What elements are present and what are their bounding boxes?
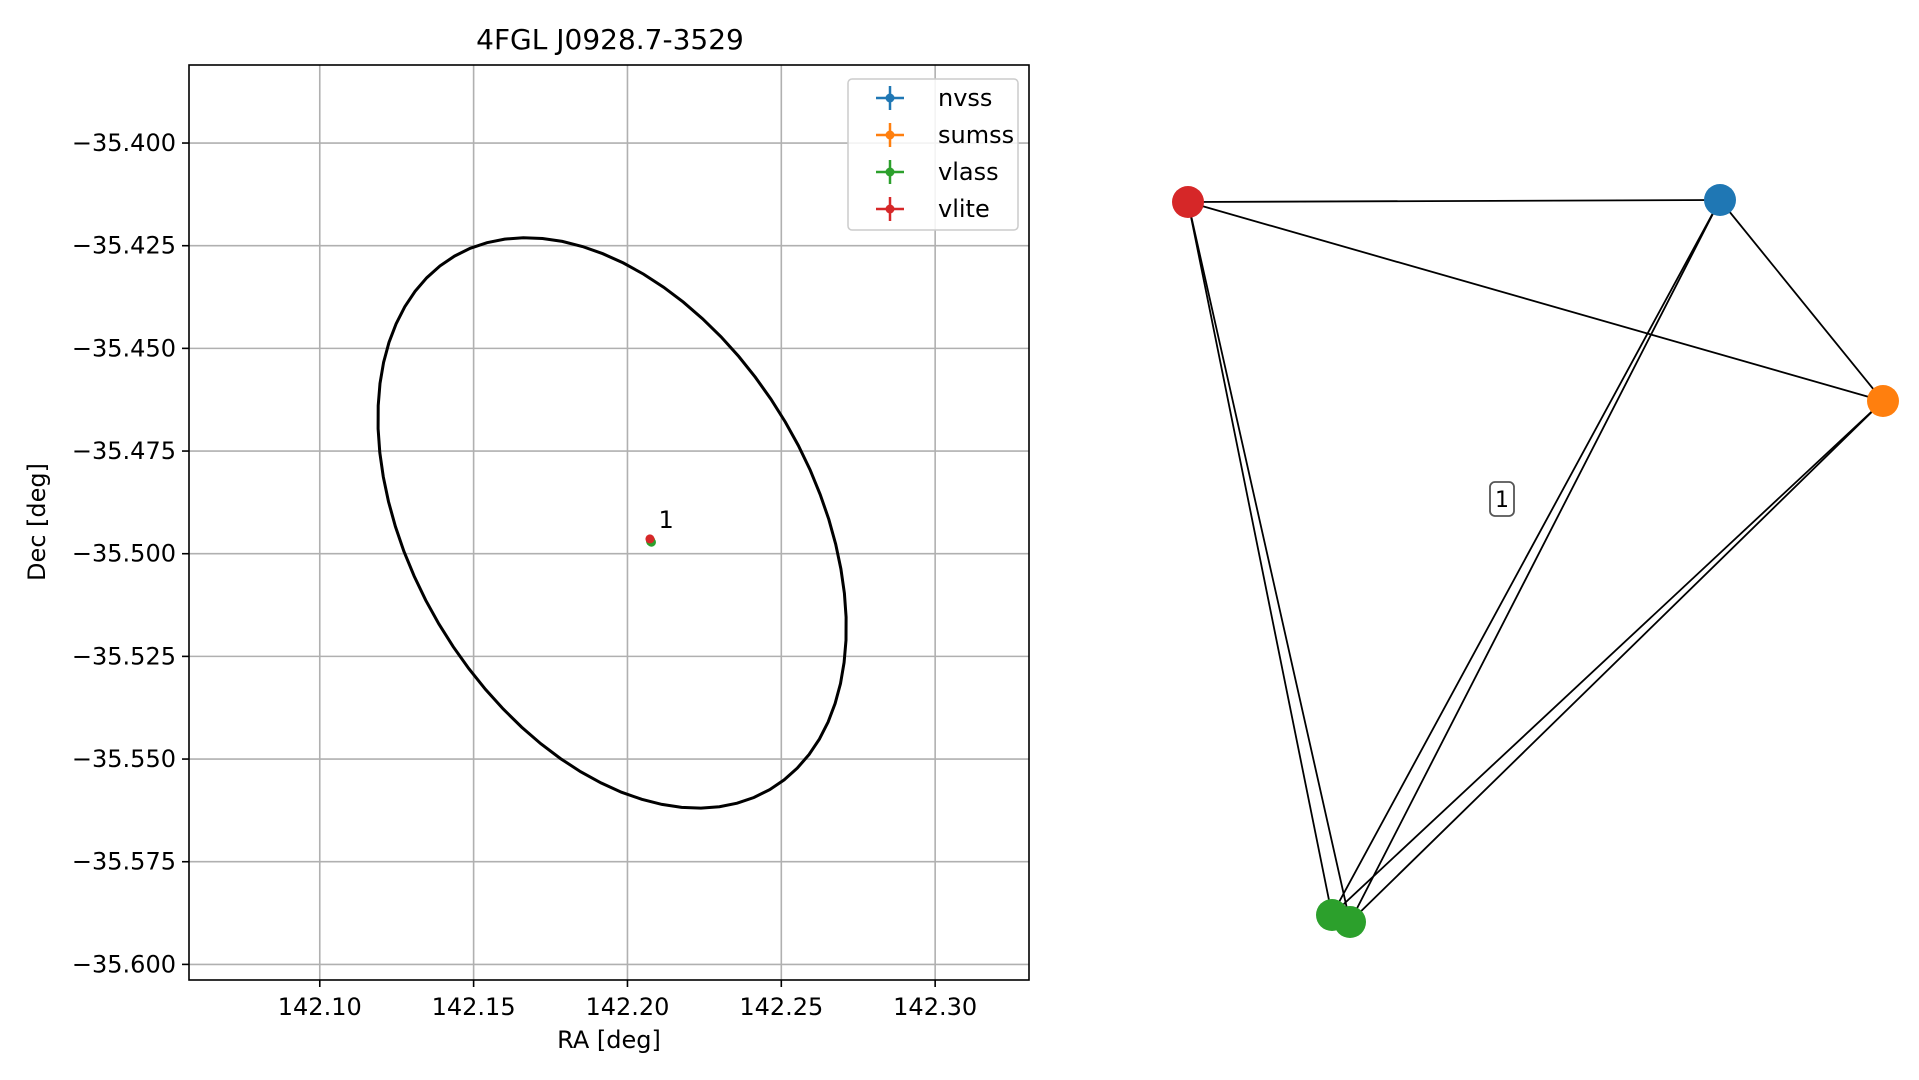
legend-marker-dot bbox=[885, 130, 895, 140]
node-sumss bbox=[1867, 385, 1899, 417]
legend-label-nvss: nvss bbox=[938, 84, 992, 112]
cluster-label-box bbox=[1489, 481, 1515, 517]
y-tick-label: −35.600 bbox=[72, 950, 176, 978]
chart-title: 4FGL J0928.7-3529 bbox=[476, 23, 744, 56]
edge-nvss-vlass-a bbox=[1331, 199, 1721, 916]
uncertainty-ellipse bbox=[376, 236, 848, 810]
network-panel: 1 bbox=[1172, 184, 1899, 938]
legend-label-vlite: vlite bbox=[938, 195, 990, 223]
point-vlite bbox=[645, 534, 655, 544]
x-tick-label: 142.15 bbox=[432, 993, 516, 1021]
x-ticks: 142.10 142.15 142.20 142.25 142.30 bbox=[278, 980, 977, 1021]
legend-marker-dot bbox=[885, 204, 895, 214]
edge-nvss-sumss bbox=[1719, 199, 1884, 402]
network-nodes bbox=[1172, 184, 1899, 938]
node-vlite bbox=[1172, 186, 1204, 218]
node-nvss bbox=[1704, 184, 1736, 216]
edge-sumss-vlass-a bbox=[1331, 400, 1884, 916]
legend-items: nvss sumss vlass vlite bbox=[876, 84, 1014, 223]
x-tick-label: 142.20 bbox=[585, 993, 669, 1021]
x-tick-label: 142.25 bbox=[739, 993, 823, 1021]
legend-marker-dot bbox=[885, 93, 895, 103]
y-tick-label: −35.400 bbox=[72, 129, 176, 157]
legend-label-vlass: vlass bbox=[938, 158, 999, 186]
edge-vlite-sumss bbox=[1187, 201, 1884, 402]
edge-nvss-vlass-b bbox=[1349, 199, 1721, 923]
y-tick-label: −35.550 bbox=[72, 745, 176, 773]
data-points bbox=[645, 534, 656, 547]
y-tick-label: −35.575 bbox=[72, 848, 176, 876]
y-tick-label: −35.425 bbox=[72, 232, 176, 260]
legend-marker-dot bbox=[885, 167, 895, 177]
edge-sumss-vlass-b bbox=[1349, 400, 1884, 923]
y-tick-label: −35.475 bbox=[72, 437, 176, 465]
scatter-panel: 4FGL J0928.7-3529 1 142.10 142.15 142.20 14… bbox=[23, 23, 1030, 1054]
legend: nvss sumss vlass vlite bbox=[847, 78, 1019, 231]
x-axis-label: RA [deg] bbox=[557, 1026, 661, 1054]
y-tick-label: −35.450 bbox=[72, 334, 176, 362]
node-vlass-b bbox=[1334, 906, 1366, 938]
y-tick-label: −35.525 bbox=[72, 642, 176, 670]
legend-box bbox=[847, 78, 1019, 231]
edge-vlite-vlass-b bbox=[1187, 201, 1351, 923]
cluster-label: 1 bbox=[1489, 481, 1515, 517]
edge-vlite-nvss bbox=[1187, 199, 1721, 203]
point-annotation: 1 bbox=[659, 506, 674, 534]
x-tick-label: 142.10 bbox=[278, 993, 362, 1021]
legend-label-sumss: sumss bbox=[938, 121, 1014, 149]
y-axis-label: Dec [deg] bbox=[23, 463, 51, 581]
annotations: 1 bbox=[659, 506, 674, 534]
y-tick-label: −35.500 bbox=[72, 540, 176, 568]
y-ticks: −35.400 −35.425 −35.450 −35.475 −35.500 −35.5… bbox=[72, 129, 189, 978]
cluster-label-text: 1 bbox=[1495, 488, 1509, 513]
network-edges bbox=[1187, 199, 1884, 923]
axes-frame bbox=[188, 64, 1030, 981]
x-tick-label: 142.30 bbox=[893, 993, 977, 1021]
edge-vlite-vlass-a bbox=[1187, 201, 1333, 916]
